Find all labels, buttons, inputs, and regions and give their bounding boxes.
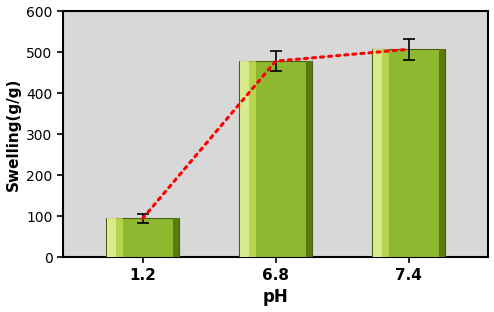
Bar	[381, 49, 389, 257]
Bar	[107, 218, 116, 257]
Y-axis label: Swelling(g/g): Swelling(g/g)	[5, 78, 21, 191]
Bar	[116, 218, 123, 257]
Bar	[440, 49, 445, 257]
Bar	[240, 61, 248, 257]
Bar	[372, 49, 445, 257]
Bar	[106, 218, 179, 257]
Bar	[248, 61, 256, 257]
Bar	[306, 61, 312, 257]
Bar	[173, 218, 179, 257]
Bar	[239, 61, 312, 257]
X-axis label: pH: pH	[263, 289, 288, 306]
Bar	[373, 49, 381, 257]
